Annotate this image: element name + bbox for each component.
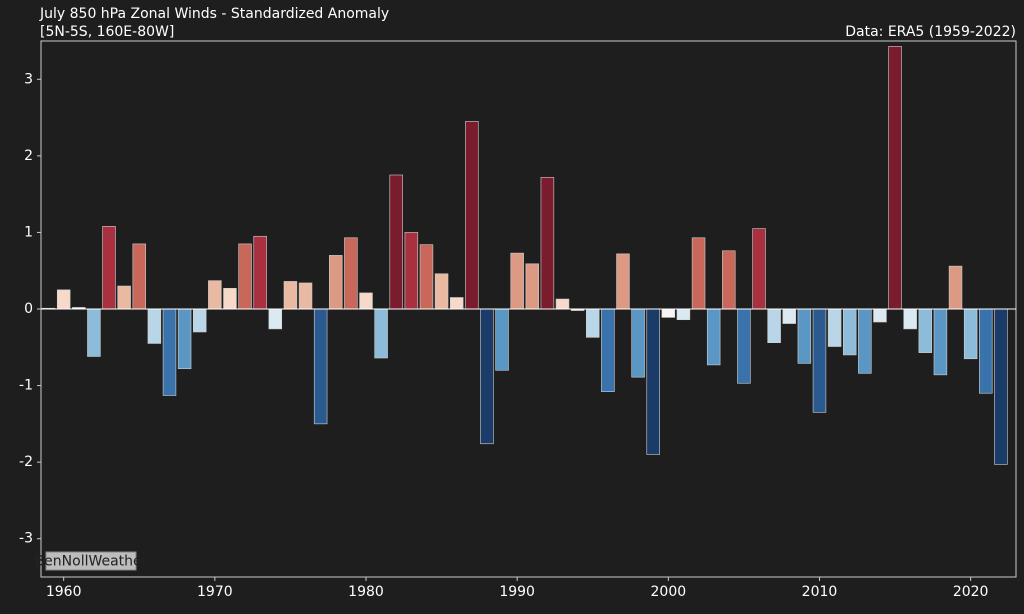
watermark-box: BenNollWeather <box>35 551 148 571</box>
bar <box>858 308 872 374</box>
bar <box>782 308 796 324</box>
bar <box>389 174 403 310</box>
bar <box>631 308 645 378</box>
bar <box>767 308 781 343</box>
y-tick-label: -1 <box>19 378 33 394</box>
bar <box>510 252 524 310</box>
bar <box>162 308 177 396</box>
bar <box>933 308 948 376</box>
bar <box>873 308 887 323</box>
bar <box>737 308 751 384</box>
bar <box>752 228 766 310</box>
bar <box>480 308 494 445</box>
bar <box>525 263 540 310</box>
y-tick-label: 0 <box>24 301 33 317</box>
y-tick-label: -3 <box>19 531 33 547</box>
bar <box>132 243 146 310</box>
bar <box>722 250 736 310</box>
bar <box>238 243 252 310</box>
bar <box>691 237 706 310</box>
bar <box>359 292 373 310</box>
bar <box>948 265 963 310</box>
bar <box>827 308 842 347</box>
bar <box>918 308 933 353</box>
x-tick-label: 1990 <box>499 584 535 600</box>
bar <box>283 281 298 310</box>
bar <box>117 285 131 310</box>
bar <box>661 308 676 318</box>
bar <box>268 308 283 330</box>
bar <box>223 288 237 310</box>
bar <box>586 308 600 338</box>
bar <box>102 226 116 310</box>
y-tick-label: -2 <box>19 454 33 470</box>
bar <box>888 46 902 310</box>
bar <box>979 308 993 394</box>
bar <box>812 308 827 413</box>
chart-subtitle: [5N-5S, 160E-80W] <box>40 24 174 40</box>
bar <box>676 308 691 321</box>
x-tick-label: 1970 <box>197 584 233 600</box>
bar <box>87 308 101 357</box>
x-tick-label: 2000 <box>651 584 687 600</box>
bar <box>344 237 358 310</box>
bar <box>449 297 464 310</box>
watermark: BenNollWeather <box>35 554 148 570</box>
bar <box>465 121 479 310</box>
y-tick-label: 1 <box>24 224 33 240</box>
y-tick-label: 2 <box>24 148 33 164</box>
bar <box>706 308 721 366</box>
bar <box>253 235 267 310</box>
bar <box>208 280 222 310</box>
bar <box>994 308 1008 465</box>
bar <box>540 176 555 310</box>
chart-title: July 850 hPa Zonal Winds - Standardized … <box>39 6 389 22</box>
watermark-bg <box>45 551 137 571</box>
bar <box>147 308 162 344</box>
data-source: Data: ERA5 (1959-2022) <box>845 24 1016 40</box>
bar <box>177 308 192 370</box>
bar <box>192 308 207 333</box>
bar <box>797 308 812 364</box>
bar <box>495 308 509 371</box>
bar <box>298 282 313 310</box>
x-tick-label: 2010 <box>802 584 838 600</box>
bar <box>404 232 419 310</box>
bar <box>313 308 328 425</box>
bar <box>419 244 434 310</box>
bar <box>329 255 343 310</box>
bar <box>434 273 449 310</box>
bar <box>842 308 857 356</box>
bar <box>601 308 615 392</box>
bar <box>903 308 917 330</box>
bar <box>616 253 630 310</box>
bar <box>374 308 388 359</box>
bar <box>963 308 978 360</box>
x-tick-label: 1960 <box>46 584 82 600</box>
x-tick-label: 1980 <box>348 584 384 600</box>
bar <box>56 289 71 310</box>
y-tick-label: 3 <box>24 71 33 87</box>
x-tick-label: 2020 <box>953 584 989 600</box>
bar <box>555 298 570 310</box>
bar <box>646 308 660 455</box>
